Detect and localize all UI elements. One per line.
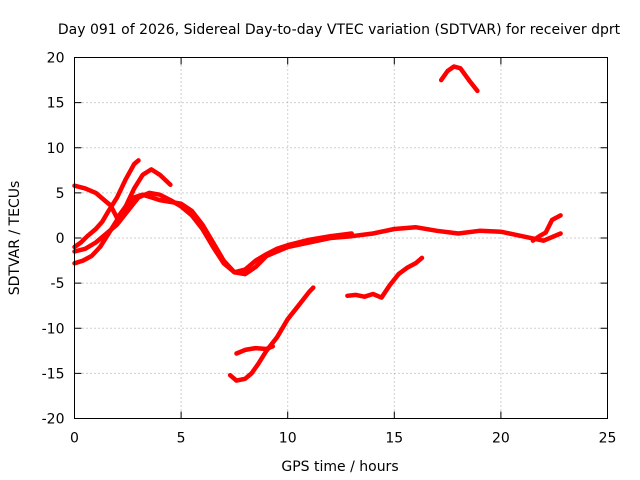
y-tick-label: -15 bbox=[42, 366, 65, 382]
y-tick-label: 15 bbox=[47, 96, 65, 112]
series-track-5 bbox=[227, 285, 316, 383]
y-tick-label: -20 bbox=[42, 412, 65, 428]
chart-title: Day 091 of 2026, Sidereal Day-to-day VTE… bbox=[58, 22, 621, 38]
y-tick-label: 10 bbox=[47, 141, 65, 157]
x-tick-label: 15 bbox=[385, 431, 403, 447]
series-track-2 bbox=[72, 192, 354, 275]
series-track-7 bbox=[345, 255, 425, 300]
x-tick-label: 20 bbox=[492, 431, 510, 447]
y-tick-label: 0 bbox=[56, 231, 65, 247]
y-tick-label: -10 bbox=[42, 321, 65, 337]
series-track-9 bbox=[530, 213, 563, 243]
x-tick-label: 5 bbox=[177, 431, 186, 447]
series-layer bbox=[72, 64, 563, 383]
x-tick-label: 0 bbox=[70, 431, 79, 447]
x-tick-label: 10 bbox=[279, 431, 297, 447]
series-track-8 bbox=[438, 64, 480, 94]
tick-layer: 0 5 10 15 20 25 -20 -15 -10 -5 0 5 10 15 20 bbox=[42, 51, 617, 447]
y-tick-label: 20 bbox=[47, 51, 65, 67]
x-axis-label: GPS time / hours bbox=[281, 459, 398, 475]
y-tick-label: -5 bbox=[51, 276, 65, 292]
series-track-4 bbox=[72, 167, 173, 221]
y-tick-label: 5 bbox=[56, 186, 65, 202]
x-tick-label: 25 bbox=[599, 431, 617, 447]
series-track-3 bbox=[72, 158, 141, 250]
series-track-6 bbox=[234, 344, 276, 356]
grid-layer bbox=[74, 57, 608, 419]
series-track-1 bbox=[72, 190, 563, 277]
y-axis-label: SDTVAR / TECUs bbox=[7, 181, 23, 296]
